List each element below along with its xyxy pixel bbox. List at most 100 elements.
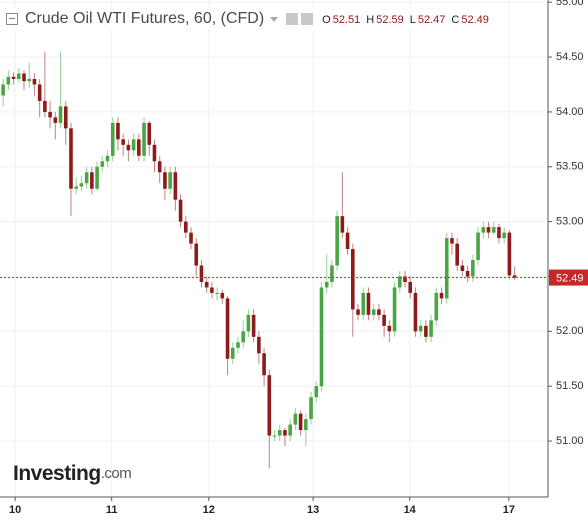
watermark-text: Investing bbox=[13, 462, 101, 485]
candle-body bbox=[340, 216, 345, 233]
candle-body bbox=[502, 232, 506, 239]
candle-body bbox=[84, 172, 89, 184]
candle-body bbox=[43, 100, 47, 112]
x-tick-label: 17 bbox=[503, 504, 515, 516]
candle-body bbox=[257, 336, 261, 354]
candle-body bbox=[37, 84, 42, 101]
candle-body bbox=[377, 309, 381, 315]
candle-body bbox=[53, 117, 58, 123]
candle-body bbox=[481, 227, 486, 233]
y-tick-label: 52.00 bbox=[556, 325, 584, 337]
candle-body bbox=[444, 238, 449, 299]
candle-body bbox=[126, 144, 131, 151]
settings-icon[interactable] bbox=[286, 13, 299, 25]
ohlc-values: O 52.51 H 52.59 L 52.47 C 52.49 bbox=[316, 10, 489, 28]
candle-body bbox=[434, 292, 439, 321]
candle-body bbox=[69, 128, 73, 189]
watermark-suffix: .com bbox=[101, 465, 132, 482]
candle-body bbox=[387, 325, 392, 332]
candle-body bbox=[16, 73, 21, 79]
candle-body bbox=[220, 292, 225, 299]
x-tick-label: 11 bbox=[106, 504, 118, 516]
candle-body bbox=[22, 73, 26, 82]
candle-body bbox=[131, 139, 136, 151]
candle-body bbox=[1, 84, 5, 96]
candle-body bbox=[262, 353, 266, 376]
candle-body bbox=[330, 265, 334, 282]
candle-body bbox=[189, 232, 193, 244]
candle-body bbox=[215, 292, 219, 294]
candle-body bbox=[283, 430, 287, 436]
ohlc-label: O bbox=[322, 14, 331, 26]
x-tick-label: 12 bbox=[203, 504, 215, 516]
x-tick-label: 13 bbox=[307, 504, 319, 516]
candle-body bbox=[403, 276, 407, 282]
y-tick-label: 51.00 bbox=[556, 435, 584, 447]
candle-body bbox=[450, 238, 454, 244]
y-tick-label: 55.00 bbox=[556, 0, 584, 8]
legend-header: Crude Oil WTI Futures, 60, (CFD) O 52.51 H… bbox=[6, 8, 489, 30]
candle-body bbox=[63, 106, 68, 129]
candle-body bbox=[137, 139, 141, 156]
candle-body bbox=[382, 314, 386, 326]
candle-body bbox=[351, 249, 355, 310]
candle-body bbox=[157, 161, 162, 173]
candle-body bbox=[27, 78, 32, 82]
candle-body bbox=[471, 260, 475, 277]
candle-body bbox=[408, 281, 413, 293]
last-price-label: 52.49 bbox=[556, 272, 584, 284]
collapse-icon[interactable] bbox=[6, 13, 18, 25]
candle-body bbox=[110, 122, 115, 156]
candle-body bbox=[210, 287, 214, 293]
candle-body bbox=[277, 430, 282, 436]
candle-body bbox=[11, 76, 16, 79]
candle-body bbox=[356, 309, 360, 315]
candle-body bbox=[147, 122, 152, 145]
ohlc-value: 52.47 bbox=[417, 14, 446, 26]
y-tick-label: 53.50 bbox=[556, 161, 584, 173]
candle-body bbox=[173, 172, 178, 200]
candle-body bbox=[236, 342, 240, 348]
candle-body bbox=[512, 275, 517, 278]
candle-body bbox=[204, 281, 209, 288]
candle-body bbox=[6, 76, 11, 85]
last-price-box bbox=[549, 269, 588, 286]
candle-body bbox=[309, 397, 313, 420]
candle-body bbox=[183, 221, 188, 233]
candle-body bbox=[100, 161, 105, 167]
candle-body bbox=[366, 292, 371, 315]
y-tick-label: 54.50 bbox=[556, 51, 584, 63]
close-icon[interactable] bbox=[301, 13, 314, 25]
candle-body bbox=[413, 292, 418, 332]
candle-body bbox=[163, 172, 167, 189]
candle-body bbox=[272, 435, 277, 437]
candle-body bbox=[465, 270, 470, 277]
candle-body bbox=[439, 292, 444, 299]
candle-body bbox=[345, 232, 350, 250]
y-tick-label: 53.00 bbox=[556, 216, 584, 228]
candle-body bbox=[486, 227, 491, 233]
candle-body bbox=[178, 199, 183, 222]
candle-body bbox=[324, 281, 329, 288]
candle-body bbox=[298, 413, 303, 431]
y-tick-label: 51.50 bbox=[556, 380, 584, 392]
ohlc-label: L bbox=[409, 14, 416, 26]
candle-body bbox=[199, 265, 204, 282]
candle-body bbox=[304, 419, 308, 431]
candle-body bbox=[32, 78, 37, 85]
ohlc-value: 52.51 bbox=[332, 14, 361, 26]
candle-body bbox=[251, 314, 256, 337]
candle-body bbox=[314, 386, 319, 398]
dropdown-icon[interactable] bbox=[270, 16, 279, 22]
candle-body bbox=[225, 298, 230, 359]
candle-body bbox=[241, 331, 246, 343]
candle-body bbox=[90, 172, 94, 189]
candle-body bbox=[194, 243, 199, 266]
candle-body bbox=[424, 325, 428, 337]
candle-body bbox=[319, 287, 324, 387]
candle-body bbox=[361, 292, 366, 315]
candle-body bbox=[142, 122, 146, 156]
watermark: Investing.com bbox=[13, 462, 131, 485]
candle-body bbox=[105, 155, 110, 162]
